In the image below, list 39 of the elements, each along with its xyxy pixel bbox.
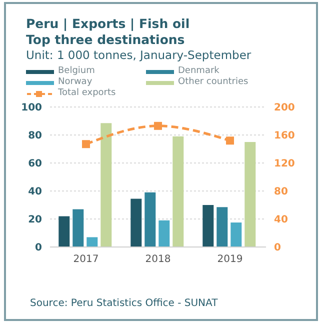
bar [58,216,70,247]
legend-label: Belgium [58,66,95,77]
bar [158,220,170,247]
bar [244,142,256,247]
bar [172,136,184,247]
legend-label: Denmark [178,66,220,77]
point [82,140,90,148]
y2-tick-label: 120 [274,158,295,170]
bar [86,237,98,247]
point [226,136,234,145]
bar [230,222,242,247]
y-tick-label: 60 [28,158,42,170]
y-tick-label: 20 [28,214,42,226]
bar [202,205,214,247]
bar [72,209,84,247]
y2-tick-label: 40 [274,214,288,226]
y-tick-label: 0 [35,242,42,254]
bar [216,207,228,247]
text: Unit: 1 000 tonnes, January-September [26,48,252,62]
bar [100,123,112,247]
y2-tick-label: 80 [274,186,288,198]
bar [130,198,142,247]
legend-label: Total exports [58,88,116,99]
source-note: Source: Peru Statistics Office - SUNAT [30,298,218,309]
legend-label: Other countries [178,77,248,88]
y-tick-label: 100 [21,102,42,114]
x-tick-label: 2019 [217,254,243,266]
chart-subtitle: Top three destinations [26,32,186,47]
chart-title: Peru | Exports | Fish oil [26,16,191,31]
point [154,122,162,130]
x-tick-label: 2018 [145,254,171,266]
y2-tick-label: 200 [274,102,295,114]
legend-label: Norway [58,77,92,88]
y-tick-label: 80 [28,130,42,142]
y-tick-label: 40 [28,186,42,198]
x-tick-label: 2017 [73,254,99,266]
y2-tick-label: 0 [274,242,281,254]
y2-tick-label: 160 [274,130,295,142]
bar [144,192,156,247]
